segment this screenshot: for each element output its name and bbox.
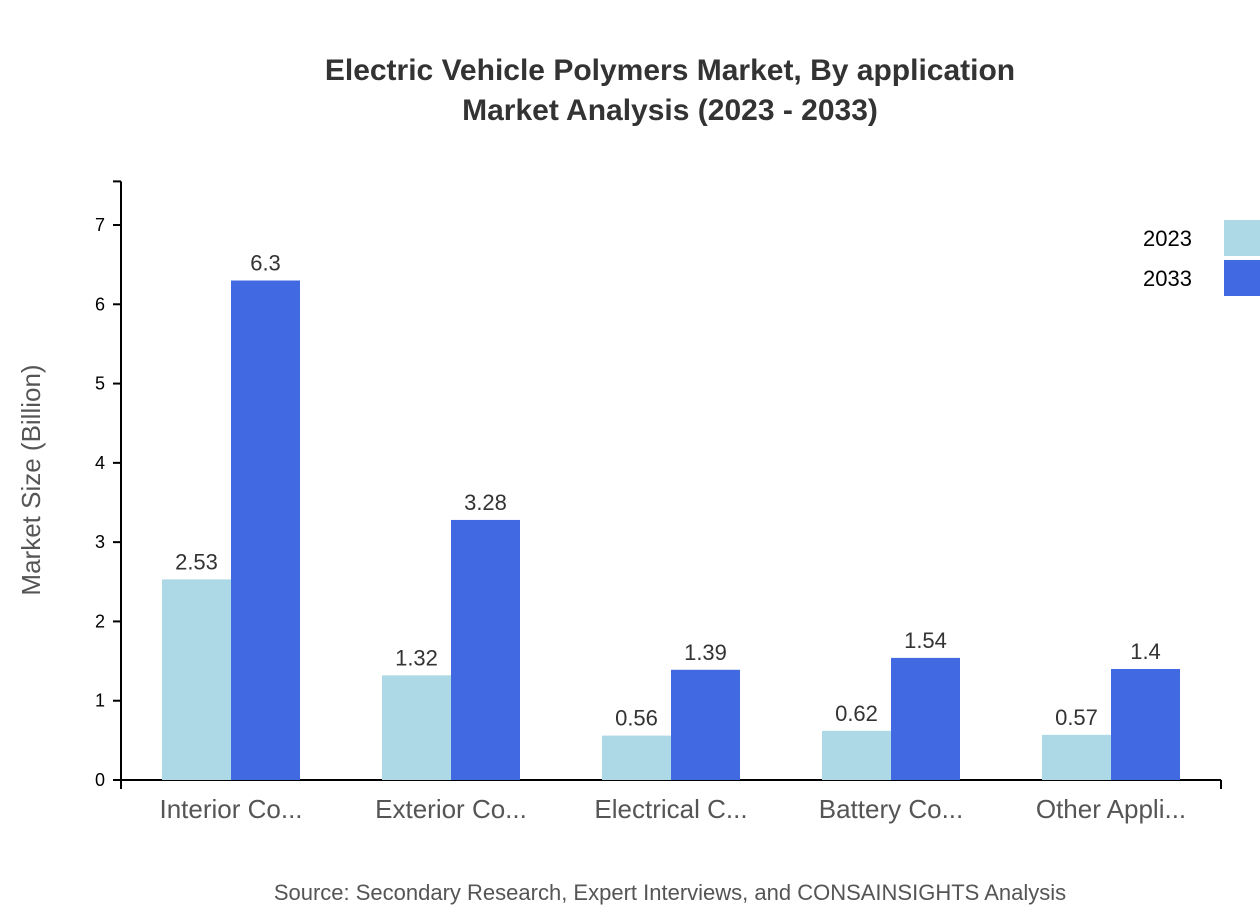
bar-2033 <box>451 519 520 780</box>
data-label: 1.32 <box>395 645 438 670</box>
data-label: 1.54 <box>904 628 947 653</box>
legend-label: 2033 <box>1143 266 1192 291</box>
bar-2033 <box>231 280 300 780</box>
x-tick-label: Battery Co... <box>819 794 964 824</box>
x-tick-label: Other Appli... <box>1036 794 1186 824</box>
bar-2033 <box>1111 669 1180 780</box>
bar-2023 <box>1042 734 1111 780</box>
data-label: 0.62 <box>835 701 878 726</box>
y-tick-label: 1 <box>95 691 105 711</box>
data-label: 2.53 <box>175 549 218 574</box>
data-label: 6.3 <box>250 251 281 276</box>
y-tick-label: 4 <box>95 453 105 473</box>
chart-title: Electric Vehicle Polymers Market, By app… <box>325 54 1015 87</box>
source-note: Source: Secondary Research, Expert Inter… <box>274 880 1066 905</box>
data-label: 3.28 <box>464 490 507 515</box>
y-axis-label: Market Size (Billion) <box>16 364 46 595</box>
data-label: 0.56 <box>615 706 658 731</box>
legend-swatch-2033 <box>1224 260 1260 296</box>
legend-swatch-2023 <box>1224 220 1260 256</box>
bar-2023 <box>162 579 231 780</box>
x-tick-label: Exterior Co... <box>375 794 527 824</box>
data-label: 1.39 <box>684 640 727 665</box>
y-tick-label: 2 <box>95 611 105 631</box>
bar-2023 <box>822 730 891 780</box>
data-label: 1.4 <box>1130 639 1161 664</box>
bar-2033 <box>891 657 960 780</box>
x-tick-label: Interior Co... <box>159 794 302 824</box>
data-label: 0.57 <box>1055 705 1098 730</box>
x-tick-label: Electrical C... <box>594 794 747 824</box>
bar-2023 <box>602 735 671 780</box>
y-tick-label: 0 <box>95 770 105 790</box>
y-tick-label: 3 <box>95 532 105 552</box>
bar-2023 <box>382 675 451 780</box>
bar-2033 <box>671 669 740 780</box>
legend-label: 2023 <box>1143 226 1192 251</box>
chart-subtitle: Market Analysis (2023 - 2033) <box>462 94 878 127</box>
y-tick-label: 6 <box>95 294 105 314</box>
y-tick-label: 5 <box>95 374 105 394</box>
y-tick-label: 7 <box>95 215 105 235</box>
